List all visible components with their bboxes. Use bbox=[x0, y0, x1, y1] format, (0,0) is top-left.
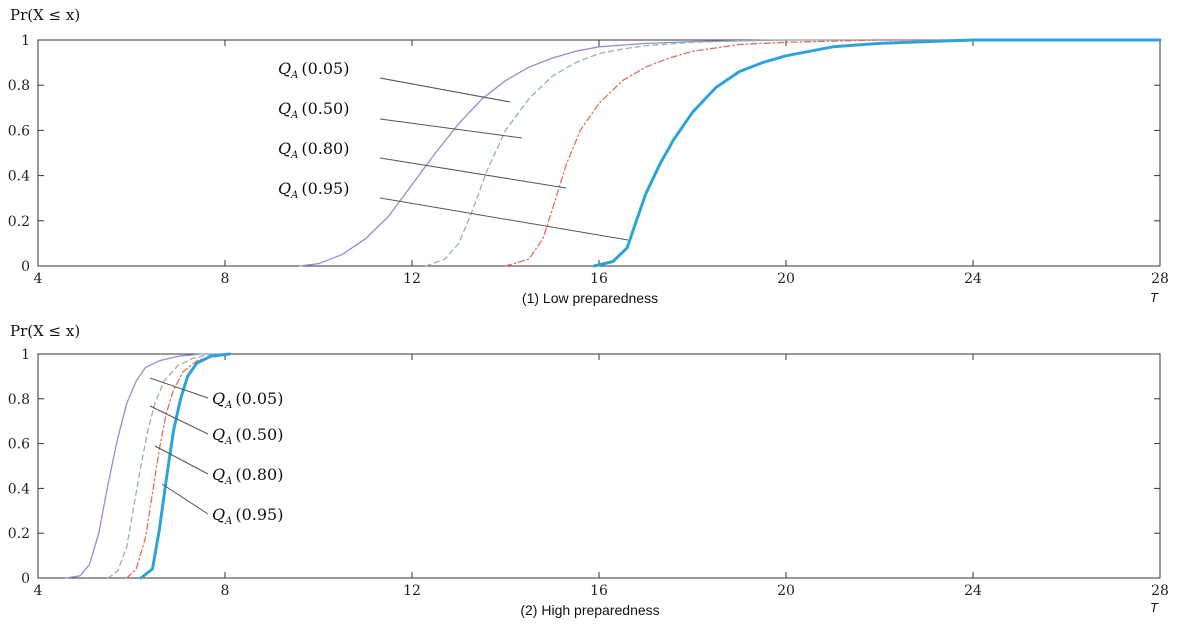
annotation-leader-line bbox=[154, 445, 209, 475]
y-tick-label: 0 bbox=[21, 571, 30, 587]
series-line-1 bbox=[425, 39, 1161, 267]
annotation-leader-line bbox=[379, 77, 511, 103]
plot-frame bbox=[37, 39, 1161, 267]
x-tick-label: 12 bbox=[403, 583, 421, 599]
annotation-leader-line bbox=[161, 483, 209, 515]
plot-frame bbox=[37, 353, 1161, 579]
series-line-2 bbox=[504, 39, 1161, 267]
x-axis-label: T bbox=[1150, 600, 1159, 615]
annotation-layer: QA (0.05) QA (0.50) QA (0.80) QA (0.95) bbox=[278, 59, 629, 241]
annotation-layer: QA (0.05) QA (0.50) QA (0.80) QA (0.95) bbox=[149, 377, 283, 527]
y-ticks: 0 0.2 0.4 0.6 0.8 1 bbox=[8, 33, 1160, 275]
x-tick-label: 24 bbox=[964, 271, 982, 287]
y-tick-label: 0.8 bbox=[8, 392, 30, 408]
x-tick-label: 16 bbox=[590, 583, 608, 599]
series-annotation-label: QA (0.05) bbox=[212, 389, 283, 411]
x-tick-label: 24 bbox=[964, 583, 982, 599]
y-tick-label: 0.2 bbox=[8, 214, 30, 230]
y-axis-label: Pr(X ≤ x) bbox=[10, 6, 80, 24]
x-tick-label: 4 bbox=[34, 271, 43, 287]
annotation-leader-line bbox=[379, 197, 629, 241]
series-annotation-label: QA (0.80) bbox=[278, 139, 349, 161]
series-annotation-label: QA (0.95) bbox=[212, 505, 283, 527]
series-line-1 bbox=[107, 353, 226, 579]
y-ticks: 0 0.2 0.4 0.6 0.8 1 bbox=[8, 347, 1160, 587]
y-tick-label: 0.6 bbox=[8, 123, 30, 139]
y-tick-label: 1 bbox=[21, 347, 30, 363]
series-annotation-label: QA (0.95) bbox=[278, 179, 349, 201]
x-tick-label: 20 bbox=[777, 583, 795, 599]
series-annotation-label: QA (0.50) bbox=[278, 99, 349, 121]
x-tick-label: 8 bbox=[221, 583, 230, 599]
y-tick-label: 0.4 bbox=[8, 169, 30, 185]
series-annotation-label: QA (0.05) bbox=[278, 59, 349, 81]
y-tick-label: 0.4 bbox=[8, 481, 30, 497]
panel-high-preparedness: Pr(X ≤ x) 4 8 12 16 20 24 28 0 0.2 0.4 0.6 0.8 1 QA… bbox=[8, 322, 1169, 618]
series-annotation-label: QA (0.80) bbox=[212, 465, 283, 487]
y-tick-label: 0 bbox=[21, 259, 30, 275]
y-tick-label: 0.2 bbox=[8, 526, 30, 542]
annotation-leader-line bbox=[379, 157, 567, 189]
series-line-3 bbox=[139, 352, 232, 580]
series-line-0 bbox=[65, 353, 226, 579]
x-tick-label: 12 bbox=[403, 271, 421, 287]
annotation-leader-line bbox=[149, 377, 209, 399]
y-axis-label: Pr(X ≤ x) bbox=[10, 322, 80, 340]
series-layer bbox=[299, 38, 1162, 268]
x-ticks: 4 8 12 16 20 24 28 bbox=[34, 40, 1169, 287]
panel-caption: (1) Low preparedness bbox=[522, 290, 658, 306]
x-axis-label: T bbox=[1150, 290, 1159, 305]
x-tick-label: 28 bbox=[1151, 271, 1169, 287]
series-line-0 bbox=[299, 39, 1161, 267]
series-line-3 bbox=[592, 38, 1162, 268]
y-tick-label: 0.8 bbox=[8, 78, 30, 94]
x-tick-label: 4 bbox=[34, 583, 43, 599]
series-layer bbox=[65, 352, 232, 580]
panel-low-preparedness: Pr(X ≤ x) 4 8 12 16 20 24 28 0 0.2 0.4 0.6 0.8 1 QA… bbox=[8, 6, 1169, 306]
annotation-leader-line bbox=[379, 118, 523, 139]
annotation-leader-line bbox=[149, 405, 209, 435]
x-tick-label: 16 bbox=[590, 271, 608, 287]
panel-caption: (2) High preparedness bbox=[520, 602, 659, 618]
x-tick-label: 20 bbox=[777, 271, 795, 287]
y-tick-label: 0.6 bbox=[8, 437, 30, 453]
y-tick-label: 1 bbox=[21, 33, 30, 49]
x-tick-label: 28 bbox=[1151, 583, 1169, 599]
x-ticks: 4 8 12 16 20 24 28 bbox=[34, 354, 1169, 599]
x-tick-label: 8 bbox=[221, 271, 230, 287]
series-annotation-label: QA (0.50) bbox=[212, 425, 283, 447]
